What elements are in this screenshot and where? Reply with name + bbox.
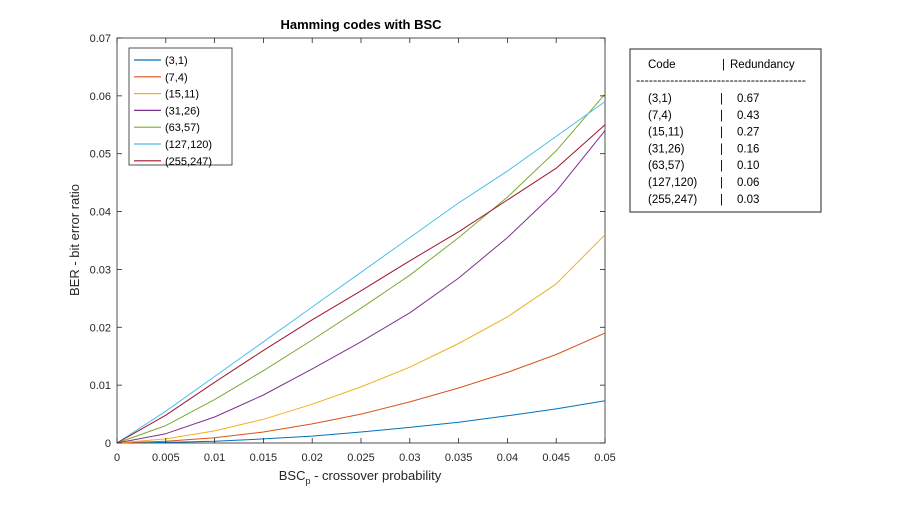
table-header-separator: | [722, 59, 725, 71]
table-cell-code: (7,4) [648, 110, 672, 122]
table-cell-redundancy: 0.67 [737, 93, 759, 105]
legend-label: (15,11) [165, 89, 199, 101]
x-tick-label: 0.005 [152, 452, 180, 464]
table-cell-code: (255,247) [648, 194, 697, 206]
x-axis-label: BSCp - crossover probability [279, 468, 442, 486]
x-axis-label-main: BSC [279, 468, 306, 483]
x-tick-label: 0.025 [347, 452, 375, 464]
y-tick-label: 0.03 [90, 264, 111, 276]
table-cell-redundancy: 0.43 [737, 110, 759, 122]
table-row: (127,120) | 0.06 [648, 177, 759, 189]
table-row: (255,247) | 0.03 [648, 194, 759, 206]
x-axis-label-rest: - crossover probability [310, 468, 441, 483]
redundancy-table: Code | Redundancy ----------------------… [629, 48, 822, 213]
table-cell-code: (15,11) [648, 127, 684, 139]
legend-label: (127,120) [165, 139, 212, 151]
legend-label: (255,247) [165, 156, 212, 168]
y-tick-label: 0.07 [90, 33, 111, 45]
x-tick-label: 0.035 [445, 452, 473, 464]
y-tick-label: 0 [105, 438, 111, 450]
legend-label: (63,57) [165, 122, 200, 134]
legend-label: (31,26) [165, 105, 200, 117]
y-tick-label: 0.06 [90, 91, 111, 103]
y-tick-label: 0.05 [90, 149, 111, 161]
series-line-7-4 [116, 332, 606, 444]
x-tick-label: 0.05 [594, 452, 615, 464]
legend-label: (3,1) [165, 55, 188, 67]
redundancy-table-box [629, 48, 822, 213]
x-tick-label: 0.03 [399, 452, 420, 464]
table-cell-separator: | [720, 93, 723, 105]
table-header-redundancy: Redundancy [730, 59, 795, 71]
x-tick-label: 0.045 [542, 452, 570, 464]
x-tick-label: 0.04 [497, 452, 518, 464]
table-divider: ---------------------------------------- [636, 75, 806, 87]
table-cell-separator: | [720, 160, 723, 172]
table-cell-redundancy: 0.16 [737, 143, 759, 155]
chart-title: Hamming codes with BSC [280, 17, 442, 32]
y-axis-label: BER - bit error ratio [67, 184, 82, 296]
legend-box [128, 47, 233, 166]
series-line-255-247 [116, 124, 606, 444]
x-tick-label: 0.01 [204, 452, 225, 464]
x-tick-label: 0 [114, 452, 120, 464]
x-axis-label-subscript: p [305, 476, 310, 486]
legend: (3,1) (7,4) (15,11) (31,26) (63,57) (127,120)… [128, 47, 233, 168]
table-cell-code: (63,57) [648, 160, 685, 172]
table-cell-redundancy: 0.06 [737, 177, 759, 189]
series-line-15-11 [116, 234, 606, 444]
y-tick-label: 0.02 [90, 322, 111, 334]
table-cell-redundancy: 0.10 [737, 160, 759, 172]
table-row: (15,11) | 0.27 [648, 127, 759, 139]
table-cell-separator: | [720, 143, 723, 155]
table-cell-code: (3,1) [648, 93, 672, 105]
table-row: (31,26) | 0.16 [648, 143, 759, 155]
series-line-31-26 [116, 130, 606, 444]
legend-label: (7,4) [165, 72, 188, 84]
table-row: (63,57) | 0.10 [648, 160, 759, 172]
table-row: (3,1) | 0.67 [648, 93, 759, 105]
y-tick-label: 0.04 [90, 207, 111, 219]
y-tick-label: 0.01 [90, 380, 111, 392]
table-cell-separator: | [720, 110, 723, 122]
series-line-63-57 [116, 93, 606, 444]
table-cell-code: (31,26) [648, 143, 685, 155]
table-cell-code: (127,120) [648, 177, 697, 189]
table-cell-redundancy: 0.27 [737, 127, 759, 139]
x-tick-label: 0.015 [250, 452, 278, 464]
series-layer [116, 93, 606, 444]
series-line-127-120 [116, 101, 606, 444]
x-tick-label: 0.02 [301, 452, 322, 464]
legend-items: (3,1) (7,4) (15,11) (31,26) (63,57) (127,120)… [134, 55, 212, 168]
table-cell-redundancy: 0.03 [737, 194, 759, 206]
table-row: (7,4) | 0.43 [648, 110, 759, 122]
table-cell-separator: | [720, 127, 723, 139]
ticks-layer: 0 0.005 0.01 0.015 0.02 0.025 0.03 0.035 0.04 0.0… [90, 33, 616, 464]
series-line-3-1 [116, 400, 606, 444]
table-rows: (3,1) | 0.67 (7,4) | 0.43 (15,11) | 0.27 (31,26) |… [648, 93, 759, 206]
table-cell-separator: | [720, 194, 723, 206]
table-cell-separator: | [720, 177, 723, 189]
table-header-code: Code [648, 59, 676, 71]
